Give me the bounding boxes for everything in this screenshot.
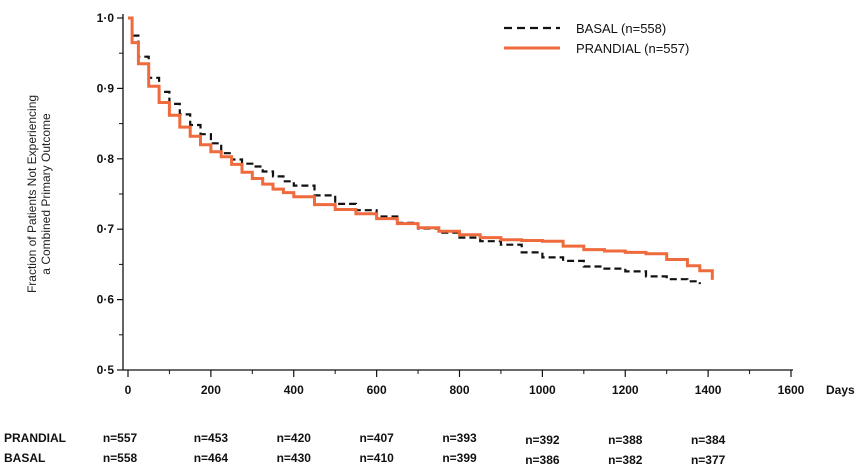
risk-count: n=420 (277, 431, 312, 445)
risk-row-label-basal: BASAL (4, 451, 45, 465)
risk-count: n=377 (691, 453, 726, 467)
legend-label-basal: BASAL (n=558) (576, 21, 666, 36)
risk-count: n=393 (442, 431, 477, 445)
y-tick-label: 0·9 (97, 81, 115, 95)
risk-row-label-prandial: PRANDIAL (4, 431, 66, 445)
x-axis-title: Days (826, 383, 855, 397)
risk-count: n=399 (442, 451, 477, 465)
x-tick-label: 1200 (612, 383, 639, 397)
y-tick-label: 0·5 (97, 363, 115, 377)
x-tick-label: 800 (449, 383, 469, 397)
numbers-at-risk-table: PRANDIAL n=557 n=453 n=420 n=407 n=393 n=392 n=… (4, 431, 726, 467)
risk-count: n=407 (359, 431, 394, 445)
risk-count: n=453 (194, 431, 229, 445)
y-tick-label: 0·6 (97, 293, 115, 307)
risk-count: n=410 (359, 451, 394, 465)
series-layer (128, 16, 714, 285)
y-tick-label: 1·0 (97, 11, 115, 25)
risk-count: n=464 (194, 451, 229, 465)
risk-count: n=558 (103, 451, 138, 465)
x-tick-label: 1600 (778, 383, 805, 397)
risk-count: n=384 (691, 433, 726, 447)
series-line-prandial (128, 16, 714, 280)
x-tick-label: 600 (367, 383, 387, 397)
y-axis-title-line-1: Fraction of Patients Not Experiencing (25, 95, 39, 293)
y-tick-label: 0·7 (97, 222, 115, 236)
risk-count: n=557 (103, 431, 138, 445)
x-tick-label: 1000 (529, 383, 556, 397)
legend-label-prandial: PRANDIAL (n=557) (576, 41, 689, 56)
x-tick-label: 200 (201, 383, 221, 397)
x-tick-label: 1400 (695, 383, 722, 397)
y-tick-label: 0·8 (97, 152, 115, 166)
axes-layer: 0·5 0·6 0·7 0·8 0·9 1·0 0 200 400 600 800 1000 1200 1… (25, 11, 855, 397)
risk-count: n=392 (525, 433, 560, 447)
risk-count: n=386 (525, 453, 560, 467)
risk-count: n=388 (608, 433, 643, 447)
x-tick-label: 0 (125, 383, 132, 397)
legend: BASAL (n=558) PRANDIAL (n=557) (504, 21, 689, 56)
x-tick-label: 400 (284, 383, 304, 397)
risk-count: n=382 (608, 453, 643, 467)
y-axis-title-line-2: a Combined Primary Outcome (39, 113, 53, 275)
risk-count: n=430 (277, 451, 312, 465)
